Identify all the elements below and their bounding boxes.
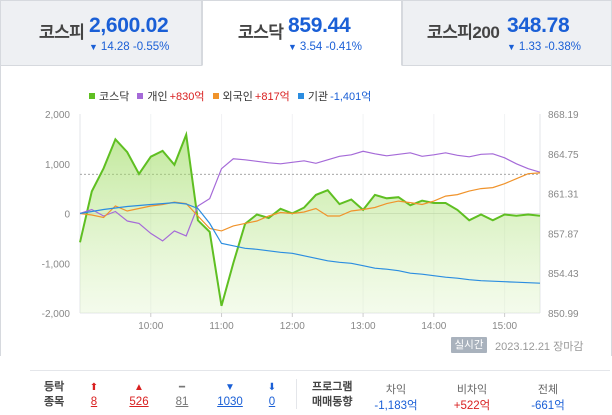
legend-item-institution[interactable]: 기관 -1,401억 — [297, 88, 372, 104]
x-tick-label: 14:00 — [421, 321, 446, 332]
tab-change-text: 1.33 -0.38% — [518, 41, 581, 53]
legend-swatch — [89, 93, 95, 99]
x-tick-label: 10:00 — [138, 321, 163, 332]
right-tick-label: 861.31 — [548, 190, 579, 201]
breadth-count[interactable]: 0 — [268, 396, 276, 408]
breadth-header-line2: 종목 — [44, 396, 65, 408]
market-breadth-panel: 등락 종목 ⬆ 8 ▲ 526 ━ 81 ▼ 1030 ⬇ 0 프로그램 매매동… — [30, 370, 610, 415]
tab-value: 348.78 — [507, 14, 570, 37]
right-tick-label: 850.99 — [548, 309, 579, 320]
left-tick-label: 2,000 — [45, 110, 70, 121]
x-tick-label: 11:00 — [209, 321, 234, 332]
breadth-unchanged[interactable]: ━ 81 — [170, 380, 194, 410]
breadth-lower-limit[interactable]: ⬇ 0 — [262, 380, 282, 410]
legend-label: 개인 — [147, 91, 168, 103]
legend-swatch — [137, 93, 144, 99]
legend-label: 기관 — [307, 91, 329, 103]
x-tick-label: 15:00 — [492, 321, 517, 332]
x-tick-label: 13:00 — [351, 321, 376, 332]
x-axis: 10:00 11:00 12:00 13:00 14:00 15:00 — [138, 313, 518, 332]
chart-legend: 코스닥 개인 +830억 외국인 +817억 기관 -1,401억 — [89, 88, 379, 104]
series-line — [79, 130, 541, 307]
legend-label: 코스닥 — [99, 91, 130, 103]
tab-change: ▼ 1.33 -0.38% — [507, 41, 581, 53]
down-arrow-icon: ▼ — [89, 42, 98, 52]
unchanged-icon: ━ — [178, 382, 186, 393]
legend-swatch — [297, 93, 304, 99]
program-nonarbitrage-label: 비차익 — [456, 384, 488, 396]
tab-change: ▼ 3.54 -0.41% — [288, 41, 362, 53]
chart-lines — [79, 130, 541, 307]
left-tick-label: -1,000 — [42, 259, 71, 270]
right-axis: 868.19 864.75 861.31 857.87 854.43 850.99 — [548, 110, 579, 320]
legend-item-kosdaq[interactable]: 코스닥 — [89, 88, 129, 104]
tab-name: 코스피200 — [427, 23, 500, 42]
program-header-line1: 프로그램 — [312, 381, 353, 393]
tab-value: 2,600.02 — [89, 14, 169, 37]
breadth-fall[interactable]: ▼ 1030 — [212, 380, 248, 410]
legend-value: +830억 — [169, 91, 205, 103]
right-tick-label: 854.43 — [548, 269, 579, 280]
right-tick-label: 868.19 — [548, 110, 579, 121]
program-header-line2: 매매동향 — [312, 396, 353, 408]
series-line — [79, 150, 541, 242]
program-total-value: -661억 — [531, 400, 565, 412]
tab-kosdaq[interactable]: 코스닥 859.44 ▼ 3.54 -0.41% — [202, 0, 402, 66]
down-arrow-icon: ▼ — [288, 42, 297, 52]
legend-value: +817억 — [254, 91, 290, 103]
program-total-label: 전체 — [537, 384, 559, 396]
breadth-rise[interactable]: ▲ 526 — [124, 380, 154, 410]
kosdaq-fill-layer — [80, 134, 540, 313]
x-tick-label: 12:00 — [280, 321, 305, 332]
program-nonarbitrage-value: +522억 — [453, 400, 491, 412]
legend-item-individual[interactable]: 개인 +830억 — [137, 88, 205, 104]
tab-change-text: 14.28 -0.55% — [100, 41, 170, 53]
down-arrow-icon: ▼ — [507, 42, 516, 52]
program-header: 프로그램 매매동향 — [312, 380, 352, 410]
legend-label: 외국인 — [222, 91, 253, 103]
program-arbitrage-label: 차익 — [385, 384, 407, 396]
breadth-count[interactable]: 526 — [129, 396, 149, 408]
realtime-button[interactable]: 실시간 — [451, 337, 487, 353]
tab-change-text: 3.54 -0.41% — [299, 41, 362, 53]
breadth-header: 등락 종목 — [44, 380, 64, 410]
fall-icon: ▼ — [225, 382, 235, 393]
series-line — [79, 201, 541, 284]
rise-icon: ▲ — [134, 382, 144, 393]
legend-value: -1,401억 — [330, 91, 372, 103]
breadth-header-line1: 등락 — [44, 381, 65, 393]
series-line — [79, 172, 541, 232]
tab-name: 코스피 — [39, 23, 85, 42]
tab-value: 859.44 — [288, 14, 351, 37]
program-arbitrage-value: -1,183억 — [374, 400, 418, 412]
breadth-count[interactable]: 8 — [90, 396, 98, 408]
tab-name: 코스닥 — [238, 23, 284, 42]
legend-swatch — [212, 93, 219, 99]
upper-limit-icon: ⬆ — [89, 382, 99, 393]
lower-limit-icon: ⬇ — [267, 382, 277, 393]
left-tick-label: 1,000 — [45, 160, 70, 171]
breadth-count[interactable]: 1030 — [217, 396, 243, 408]
legend-item-foreign[interactable]: 외국인 +817억 — [212, 88, 290, 104]
left-axis: 2,000 1,000 0 -1,000 -2,000 — [42, 110, 71, 320]
right-tick-label: 864.75 — [548, 150, 579, 161]
breadth-upper-limit[interactable]: ⬆ 8 — [82, 380, 106, 410]
tab-kospi[interactable]: 코스피 2,600.02 ▼ 14.28 -0.55% — [0, 0, 202, 66]
left-tick-label: 0 — [64, 210, 70, 221]
left-tick-label: -2,000 — [42, 309, 71, 320]
session-date: 2023.12.21 장마감 — [495, 341, 584, 353]
tab-change: ▼ 14.28 -0.55% — [89, 41, 169, 53]
divider — [296, 379, 297, 409]
kosdaq-area — [80, 134, 540, 313]
right-tick-label: 857.87 — [548, 229, 579, 240]
breadth-count[interactable]: 81 — [175, 396, 189, 408]
